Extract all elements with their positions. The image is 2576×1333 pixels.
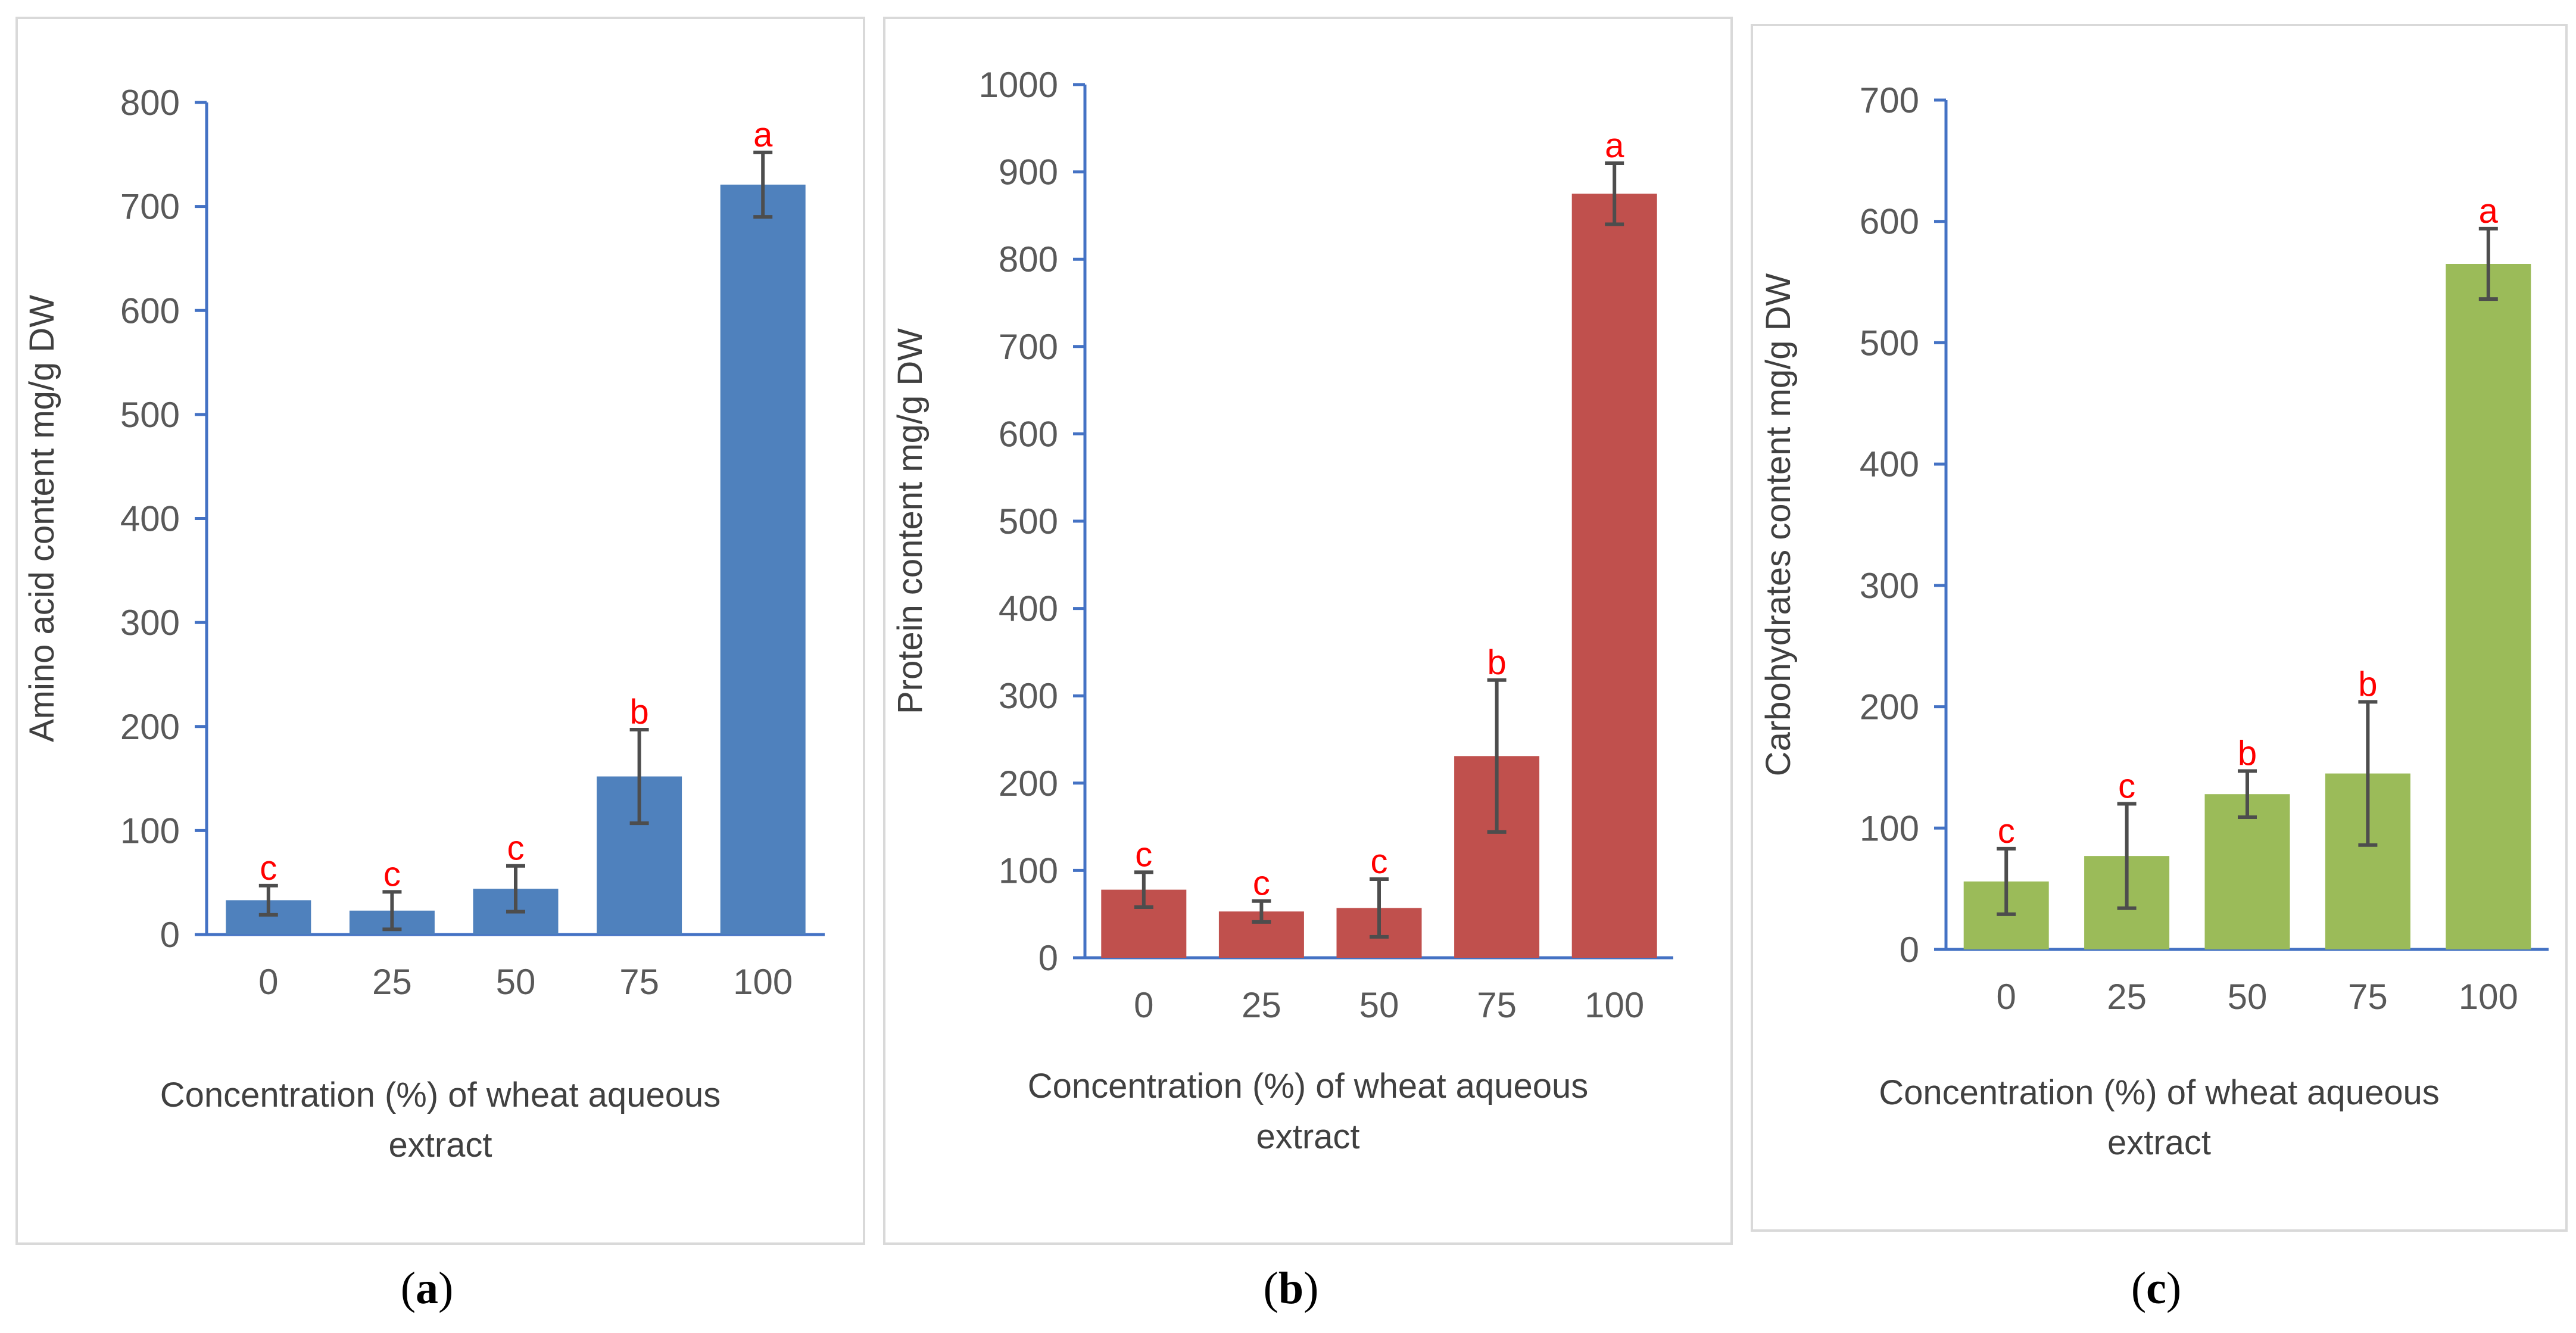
y-tick-label: 500 bbox=[120, 395, 180, 435]
significance-letter: a bbox=[2479, 192, 2499, 231]
y-tick-label: 400 bbox=[120, 499, 180, 539]
y-tick-label: 600 bbox=[120, 291, 180, 331]
x-tick-label: 0 bbox=[1997, 977, 2016, 1017]
significance-letter: b bbox=[2358, 665, 2377, 703]
y-tick-label: 800 bbox=[999, 239, 1058, 279]
x-axis-title-line: extract bbox=[1256, 1117, 1359, 1156]
y-axis-title: Carbohydrates content mg/g DW bbox=[1759, 273, 1798, 776]
significance-letter: b bbox=[629, 693, 648, 731]
x-tick-label: 0 bbox=[258, 962, 278, 1002]
y-tick-label: 100 bbox=[120, 811, 180, 851]
significance-letter: c bbox=[1371, 842, 1388, 881]
significance-letter: a bbox=[1605, 126, 1624, 165]
significance-letter: c bbox=[1253, 864, 1270, 903]
panel-label: (c) bbox=[2131, 1263, 2181, 1313]
x-tick-label: 50 bbox=[2228, 977, 2268, 1017]
significance-letter: c bbox=[383, 855, 401, 893]
y-axis-title: Amino acid content mg/g DW bbox=[23, 295, 61, 742]
y-tick-label: 200 bbox=[999, 764, 1058, 803]
significance-letter: c bbox=[260, 849, 277, 887]
y-axis-title: Protein content mg/g DW bbox=[891, 328, 930, 714]
chart-panel-c: 0 100 200 300 400 500 600 700 c 0 c 25 b 50 b 75 a 100 Car… bbox=[1751, 24, 2568, 1313]
x-tick-label: 25 bbox=[2107, 977, 2147, 1017]
bar-100 bbox=[2446, 264, 2531, 949]
significance-letter: c bbox=[1998, 812, 2015, 851]
panel-label: (b) bbox=[1264, 1263, 1319, 1313]
x-tick-label: 75 bbox=[1477, 985, 1517, 1025]
x-tick-label: 50 bbox=[496, 962, 536, 1002]
y-tick-label: 400 bbox=[1860, 444, 1919, 484]
y-tick-label: 100 bbox=[1860, 808, 1919, 848]
x-axis-title-line: extract bbox=[2107, 1123, 2211, 1162]
significance-letter: b bbox=[2238, 734, 2257, 773]
y-tick-label: 200 bbox=[1860, 687, 1919, 727]
x-axis-title-line: extract bbox=[388, 1126, 492, 1164]
y-tick-label: 0 bbox=[160, 915, 180, 955]
significance-letter: b bbox=[1487, 643, 1506, 682]
x-tick-label: 75 bbox=[619, 962, 659, 1002]
y-tick-label: 1000 bbox=[979, 65, 1058, 105]
y-tick-label: 600 bbox=[999, 414, 1058, 454]
panel-frame bbox=[1751, 24, 2568, 1232]
significance-letter: c bbox=[1135, 835, 1152, 874]
chart-panel-b: 0 100 200 300 400 500 600 700 800 900 1000 c 0 c 25 c 50… bbox=[883, 17, 1733, 1313]
panel-label: (a) bbox=[401, 1263, 454, 1313]
x-tick-label: 25 bbox=[372, 962, 412, 1002]
y-tick-label: 300 bbox=[120, 603, 180, 643]
x-tick-label: 100 bbox=[733, 962, 793, 1002]
x-tick-label: 25 bbox=[1242, 985, 1281, 1025]
x-tick-label: 75 bbox=[2348, 977, 2388, 1017]
significance-letter: c bbox=[507, 829, 525, 868]
y-tick-label: 700 bbox=[1860, 80, 1919, 120]
y-tick-label: 600 bbox=[1860, 202, 1919, 242]
y-tick-label: 700 bbox=[120, 187, 180, 227]
bar-50 bbox=[2204, 794, 2290, 949]
y-tick-label: 300 bbox=[1860, 566, 1919, 606]
x-axis-title-line: Concentration (%) of wheat aqueous bbox=[160, 1076, 721, 1114]
x-tick-label: 0 bbox=[1134, 985, 1153, 1025]
x-tick-label: 100 bbox=[2459, 977, 2518, 1017]
y-tick-label: 700 bbox=[999, 327, 1058, 367]
x-tick-label: 100 bbox=[1585, 985, 1644, 1025]
y-tick-label: 800 bbox=[120, 83, 180, 123]
y-tick-label: 0 bbox=[1900, 930, 1919, 970]
y-tick-label: 900 bbox=[999, 152, 1058, 192]
chart-panel-a: 0 100 200 300 400 500 600 700 800 c 0 c 25 c 50 b 75 a 100… bbox=[15, 17, 865, 1313]
x-tick-label: 50 bbox=[1359, 985, 1399, 1025]
y-tick-label: 100 bbox=[999, 851, 1058, 890]
x-axis-title-line: Concentration (%) of wheat aqueous bbox=[1028, 1067, 1588, 1105]
bar-100 bbox=[720, 184, 806, 935]
y-tick-label: 500 bbox=[999, 502, 1058, 541]
y-tick-label: 400 bbox=[999, 589, 1058, 629]
x-axis-title-line: Concentration (%) of wheat aqueous bbox=[1879, 1073, 2439, 1112]
y-tick-label: 300 bbox=[999, 676, 1058, 716]
y-tick-label: 200 bbox=[120, 707, 180, 747]
significance-letter: c bbox=[2118, 767, 2135, 806]
significance-letter: a bbox=[753, 116, 773, 154]
y-tick-label: 500 bbox=[1860, 323, 1919, 363]
bar-100 bbox=[1571, 194, 1657, 958]
y-tick-label: 0 bbox=[1038, 938, 1058, 978]
